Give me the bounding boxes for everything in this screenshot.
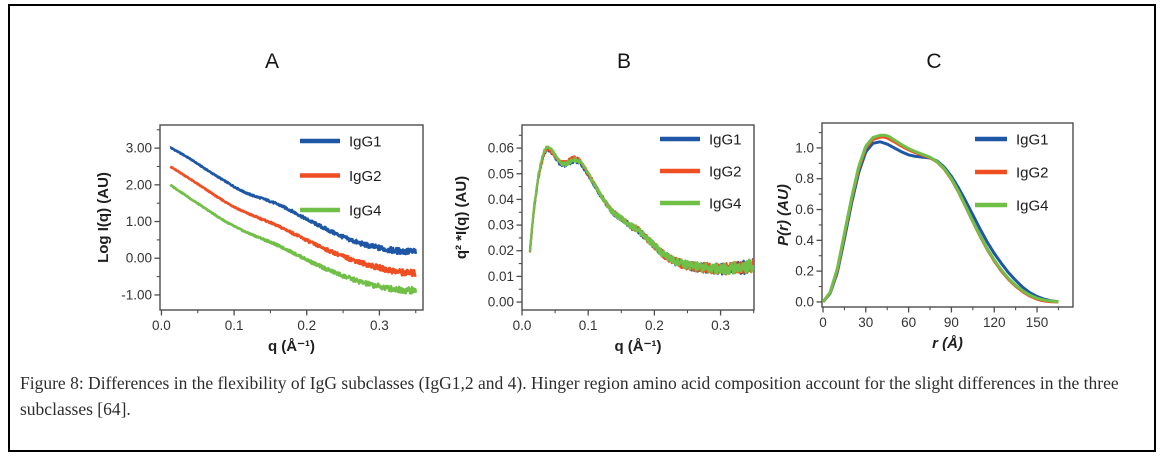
figure-border-box	[8, 4, 1156, 452]
svg-text:0.3: 0.3	[370, 318, 389, 333]
figure-caption: Figure 8: Differences in the flexibility…	[20, 373, 1119, 420]
svg-text:0.4: 0.4	[795, 233, 814, 248]
svg-text:0.00: 0.00	[488, 295, 514, 310]
svg-text:2.00: 2.00	[126, 177, 152, 192]
svg-text:0.03: 0.03	[488, 218, 514, 233]
svg-text:0.00: 0.00	[126, 251, 152, 266]
svg-text:r (Å): r (Å)	[932, 335, 963, 352]
svg-text:1.00: 1.00	[126, 214, 152, 229]
svg-text:0.1: 0.1	[579, 318, 598, 333]
svg-text:90: 90	[944, 315, 959, 330]
svg-text:0.2: 0.2	[795, 264, 814, 279]
svg-text:IgG4: IgG4	[349, 203, 382, 220]
svg-text:1.0: 1.0	[795, 140, 814, 155]
svg-text:IgG2: IgG2	[709, 164, 742, 181]
svg-text:3.00: 3.00	[126, 141, 152, 156]
svg-text:IgG2: IgG2	[349, 168, 382, 185]
svg-text:0.04: 0.04	[488, 192, 515, 207]
svg-text:IgG4: IgG4	[709, 196, 742, 213]
svg-text:-1.00: -1.00	[121, 287, 152, 302]
svg-text:Log I(q) (AU): Log I(q) (AU)	[95, 172, 112, 263]
svg-text:0.0: 0.0	[513, 318, 532, 333]
svg-text:IgG4: IgG4	[1016, 198, 1049, 215]
panel-a-label: A	[264, 50, 279, 73]
svg-text:P(r) (AU): P(r) (AU)	[775, 184, 792, 246]
svg-text:IgG1: IgG1	[349, 134, 382, 151]
panel-b-label: B	[616, 50, 631, 73]
svg-text:0.1: 0.1	[225, 318, 244, 333]
svg-text:0.06: 0.06	[488, 141, 514, 156]
svg-text:IgG1: IgG1	[709, 132, 742, 149]
svg-text:IgG1: IgG1	[1016, 132, 1049, 149]
svg-text:q² *I(q) (AU): q² *I(q) (AU)	[453, 176, 470, 259]
svg-text:0.2: 0.2	[645, 318, 664, 333]
svg-text:IgG2: IgG2	[1016, 165, 1049, 182]
svg-text:0.0: 0.0	[152, 318, 171, 333]
panel-b-chart: 0.0 0.1 0.2 0.3 0.00 0.01 0.02 0.03 0.04 0.05 0.06…	[453, 124, 755, 355]
svg-text:0.05: 0.05	[488, 166, 514, 181]
svg-text:0.0: 0.0	[795, 294, 814, 309]
svg-text:150: 150	[1026, 315, 1049, 330]
svg-text:0.3: 0.3	[711, 318, 730, 333]
svg-text:0.01: 0.01	[488, 269, 514, 284]
svg-text:0.2: 0.2	[297, 318, 316, 333]
svg-text:0.8: 0.8	[795, 171, 814, 186]
svg-text:0: 0	[819, 315, 827, 330]
panel-a-chart: 0.0 0.1 0.2 0.3 -1.00 0.00 1.00 2.00 3.00 q (Å⁻¹)…	[95, 124, 424, 355]
panel-c-chart: 0 30 60 90 120 150 0.0 0.2 0.4 0.6 0.8 1.0 r (Å) P(r)…	[775, 122, 1074, 352]
svg-text:q (Å⁻¹): q (Å⁻¹)	[268, 338, 315, 355]
svg-text:q (Å⁻¹): q (Å⁻¹)	[614, 338, 661, 355]
svg-text:0.6: 0.6	[795, 202, 814, 217]
svg-text:30: 30	[858, 315, 873, 330]
panel-c-label: C	[926, 50, 942, 73]
svg-text:0.02: 0.02	[488, 243, 514, 258]
svg-text:60: 60	[901, 315, 916, 330]
svg-text:120: 120	[983, 315, 1006, 330]
